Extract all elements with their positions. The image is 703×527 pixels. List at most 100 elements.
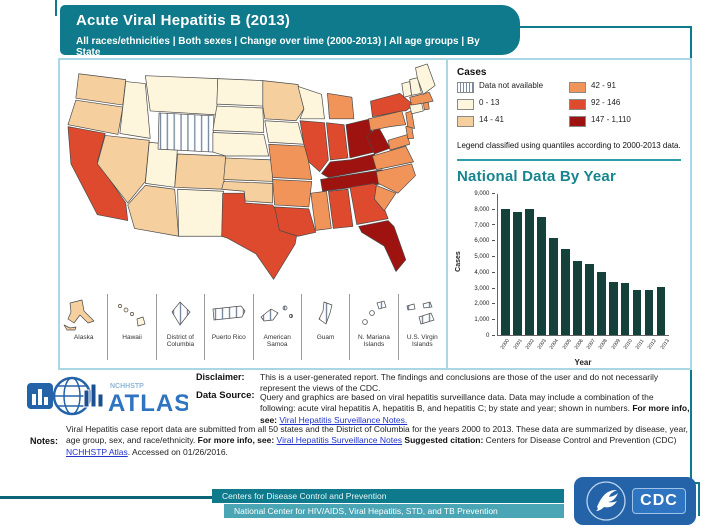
atlas-bars-icon [83, 383, 104, 408]
state-MS[interactable] [310, 190, 332, 231]
inset-alaska-map[interactable] [62, 294, 106, 334]
state-AR[interactable] [272, 179, 313, 208]
state-FL[interactable] [358, 220, 407, 272]
state-OR[interactable] [67, 99, 124, 135]
inset-guam[interactable]: Guam [300, 294, 349, 360]
us-choropleth-map[interactable] [62, 62, 446, 295]
state-CA[interactable] [67, 126, 129, 221]
state-WA[interactable] [75, 73, 127, 106]
y-axis-ticks: 0 1,000 2,000 3,000 4,000 5,000 6,000 7,… [457, 191, 495, 339]
state-IN[interactable] [326, 122, 349, 161]
inset-vi-map[interactable] [400, 294, 444, 334]
frame-bracket-vertical [698, 482, 700, 516]
state-MN[interactable] [262, 80, 305, 122]
x-tick-2009: 2009 [610, 338, 622, 351]
surveillance-notes-link[interactable]: Viral Hepatitis Surveillance Notes. [279, 414, 408, 425]
state-NJ[interactable] [405, 110, 415, 129]
state-ME[interactable] [415, 63, 436, 95]
map-panel: Alaska Hawaii [60, 60, 448, 368]
inset-american-samoa[interactable]: American Samoa [252, 294, 301, 360]
bar-2008 [597, 271, 606, 335]
bar-2009 [609, 282, 618, 335]
y-tick-3000: 3,000 [457, 286, 495, 292]
x-tick-2001: 2001 [512, 338, 524, 351]
inset-us-virgin-islands[interactable]: U.S. Virgin Islands [397, 294, 446, 360]
state-LA[interactable] [274, 206, 317, 237]
state-GA[interactable] [349, 183, 389, 225]
disclaimer-label: Disclaimer: [196, 372, 245, 382]
state-MD[interactable] [387, 134, 411, 151]
map-legend: Data not available 0 - 13 14 - 41 42 - 9… [457, 81, 681, 132]
state-NV[interactable] [97, 135, 150, 204]
state-NY[interactable] [370, 92, 414, 118]
legend-item-class4: 92 - 146 [569, 98, 681, 110]
legend-item-class1: 0 - 13 [457, 98, 569, 110]
legend-item-class2: 14 - 41 [457, 115, 569, 127]
y-tick-5000: 5,000 [457, 254, 495, 260]
inset-hawaii-map[interactable] [110, 294, 154, 334]
inset-label: American Samoa [263, 334, 291, 349]
state-TX[interactable] [221, 192, 301, 280]
state-SD[interactable] [212, 105, 265, 133]
state-VA[interactable] [372, 145, 414, 171]
inset-puerto-rico[interactable]: Puerto Rico [204, 294, 252, 360]
x-tick-2005: 2005 [561, 338, 573, 351]
state-ND[interactable] [216, 78, 264, 107]
state-IL[interactable] [299, 120, 329, 172]
legend-title: Cases [457, 67, 487, 78]
inset-district-of-columbia[interactable]: District of Columbia [155, 294, 204, 360]
state-MA[interactable] [409, 92, 434, 106]
legend-note: Legend classified using quantiles accord… [457, 141, 681, 150]
inset-alaska[interactable]: Alaska [60, 294, 107, 360]
legend-swatch-class4 [569, 99, 586, 110]
inset-label: Alaska [73, 334, 94, 341]
state-AZ[interactable] [127, 185, 179, 237]
data-source-text: Query and graphics are based on viral he… [260, 392, 690, 426]
y-tick-7000: 7,000 [457, 223, 495, 229]
footer-nchhstp-bar: National Center for HIV/AIDS, Viral Hepa… [224, 504, 564, 518]
state-MI[interactable] [327, 92, 355, 120]
nchhstp-atlas-link[interactable]: NCHHSTP Atlas [66, 446, 128, 457]
state-RI[interactable] [423, 101, 430, 111]
legend-item-class5: 147 - 1,110 [569, 115, 681, 127]
legend-label: 0 - 13 [479, 98, 500, 107]
legend-item-no-data: Data not available [457, 81, 569, 93]
x-tick-2013: 2013 [659, 338, 671, 351]
state-AL[interactable] [328, 188, 354, 229]
x-tick-2004: 2004 [548, 338, 561, 351]
state-NM[interactable] [177, 188, 224, 237]
footer-left-rule [0, 496, 212, 499]
bar-2000 [501, 209, 510, 335]
state-CO[interactable] [174, 153, 226, 190]
state-KS[interactable] [223, 157, 273, 182]
content-box: Alaska Hawaii [58, 58, 692, 370]
inset-guam-map[interactable] [304, 294, 348, 334]
inset-as-map[interactable] [255, 294, 299, 334]
notes-surveillance-notes-link[interactable]: Viral Hepatitis Surveillance Notes [276, 435, 403, 446]
state-WI[interactable] [297, 86, 325, 120]
state-IA[interactable] [264, 120, 305, 145]
state-MO[interactable] [268, 143, 313, 180]
inset-pr-map[interactable] [207, 294, 251, 334]
inset-label: Guam [316, 334, 335, 341]
state-ID[interactable] [119, 81, 151, 139]
bar-2012 [644, 289, 654, 335]
inset-dc-map[interactable] [158, 294, 202, 334]
state-WY[interactable] [157, 112, 215, 153]
legend-swatch-class1 [457, 99, 474, 110]
inset-mp-map[interactable] [352, 294, 396, 334]
inset-n-mariana-islands[interactable]: N. Mariana Islands [349, 294, 397, 360]
notes-body-3: . Accessed on 01/26/2016. [127, 446, 228, 457]
chart-title: National Data By Year [457, 168, 616, 185]
notes-body-1: Viral Hepatitis case report data are sub… [66, 424, 688, 446]
state-NC[interactable] [376, 163, 416, 194]
state-MT[interactable] [144, 75, 219, 116]
inset-hawaii[interactable]: Hawaii [107, 294, 155, 360]
atlas-logo-name-text: ATLAS [108, 390, 188, 417]
bar-2007 [585, 264, 594, 335]
bar-2002 [525, 208, 534, 335]
state-NE[interactable] [212, 132, 270, 157]
panel-divider [457, 159, 681, 161]
state-SC[interactable] [374, 185, 397, 212]
inset-label: Hawaii [122, 334, 142, 341]
